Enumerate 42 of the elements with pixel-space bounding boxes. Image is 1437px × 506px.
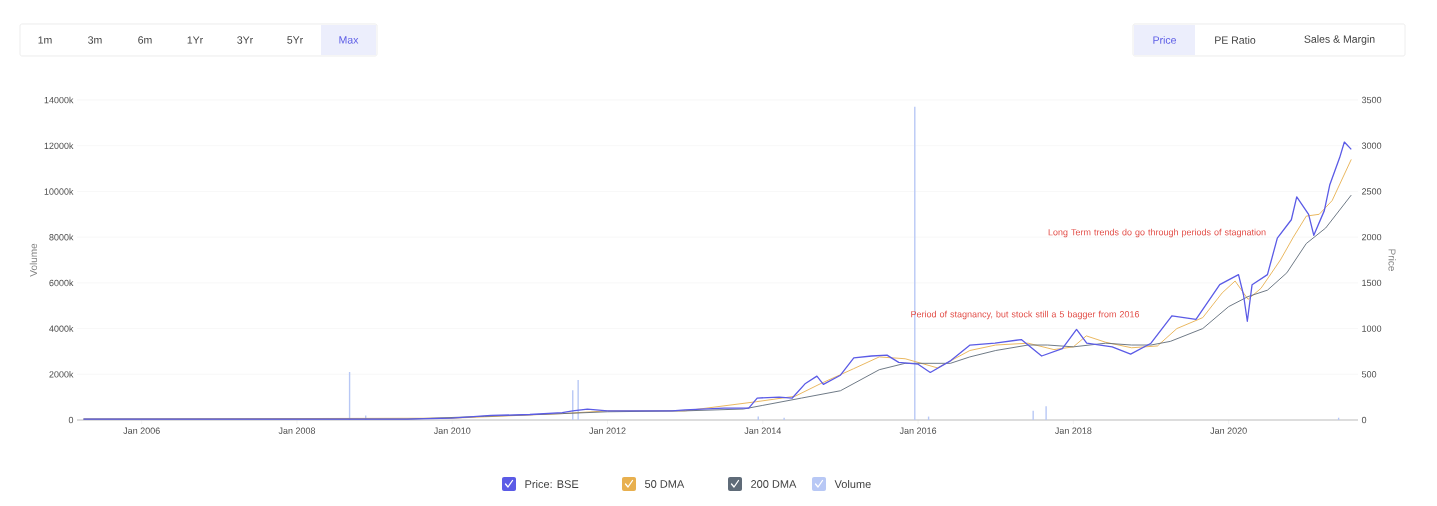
x-tick-label: Jan 2010	[433, 427, 471, 434]
x-tick-label: Jan 2020	[1210, 427, 1247, 434]
text: Max	[339, 36, 359, 44]
legend-label: 50 DMA	[644, 480, 685, 488]
y-tick-label: 12000k	[44, 142, 74, 150]
text: 1Yr	[187, 36, 203, 44]
y2-tick-label: 1000	[1362, 325, 1382, 332]
text: 3Yr	[237, 36, 253, 44]
x-tick-label: Jan 2008	[278, 427, 316, 434]
y-tick-label: 8000k	[49, 233, 74, 241]
text: 6m	[138, 36, 152, 44]
x-tick-label: Jan 2016	[899, 427, 937, 434]
text: 5Yr	[287, 36, 303, 44]
x-tick-label: Jan 2006	[123, 427, 160, 434]
text: PE Ratio	[1215, 36, 1256, 44]
y-axis-title: Volume	[29, 243, 38, 277]
y2-tick-label: 500	[1361, 371, 1377, 378]
legend-label: 200 DMA	[751, 480, 797, 488]
text: Sales & Margin	[1304, 35, 1375, 45]
y-tick-label: 2000k	[49, 370, 74, 378]
y-tick-label: 4000k	[49, 325, 74, 332]
text: 1m	[38, 36, 52, 44]
legend-label: Price: BSE	[525, 479, 579, 489]
text: Price	[1153, 36, 1176, 44]
y2-tick-label: 2500	[1362, 188, 1382, 195]
x-tick-label: Jan 2014	[744, 427, 782, 434]
x-tick-label: Jan 2018	[1054, 427, 1092, 434]
y2-tick-label: 3000	[1361, 142, 1382, 149]
y2-tick-label: 1500	[1362, 279, 1382, 287]
legend-label: Volume	[834, 479, 871, 489]
y2-tick-label: 3500	[1361, 96, 1382, 104]
y-tick-label: 10000k	[44, 188, 74, 195]
text: 3m	[88, 36, 102, 44]
y-tick-label: 6000k	[49, 279, 74, 287]
annotation: Long Term trends do go through periods of stagnation	[1048, 228, 1266, 238]
y2-axis-title: Price	[1388, 249, 1396, 271]
annotation: Period of stagnancy, but stock still a 5 bagger from 2016	[911, 310, 1140, 320]
x-tick-label: Jan 2012	[589, 427, 626, 434]
y-tick-label: 0	[68, 416, 74, 424]
y-tick-label: 14000k	[44, 96, 74, 104]
y2-tick-label: 0	[1361, 416, 1367, 424]
y2-tick-label: 2000	[1362, 233, 1382, 241]
